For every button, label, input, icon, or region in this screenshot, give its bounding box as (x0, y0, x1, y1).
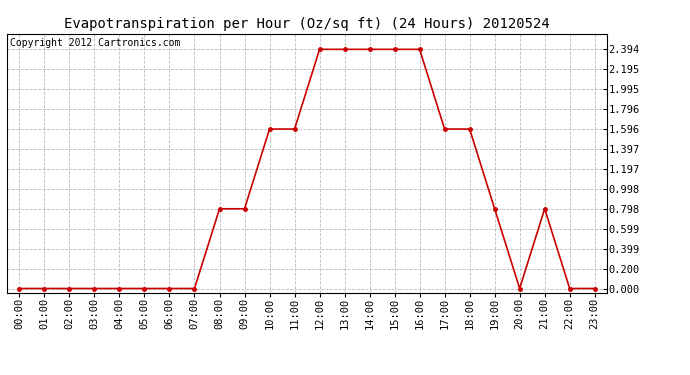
Text: Copyright 2012 Cartronics.com: Copyright 2012 Cartronics.com (10, 38, 180, 48)
Title: Evapotranspiration per Hour (Oz/sq ft) (24 Hours) 20120524: Evapotranspiration per Hour (Oz/sq ft) (… (64, 17, 550, 31)
